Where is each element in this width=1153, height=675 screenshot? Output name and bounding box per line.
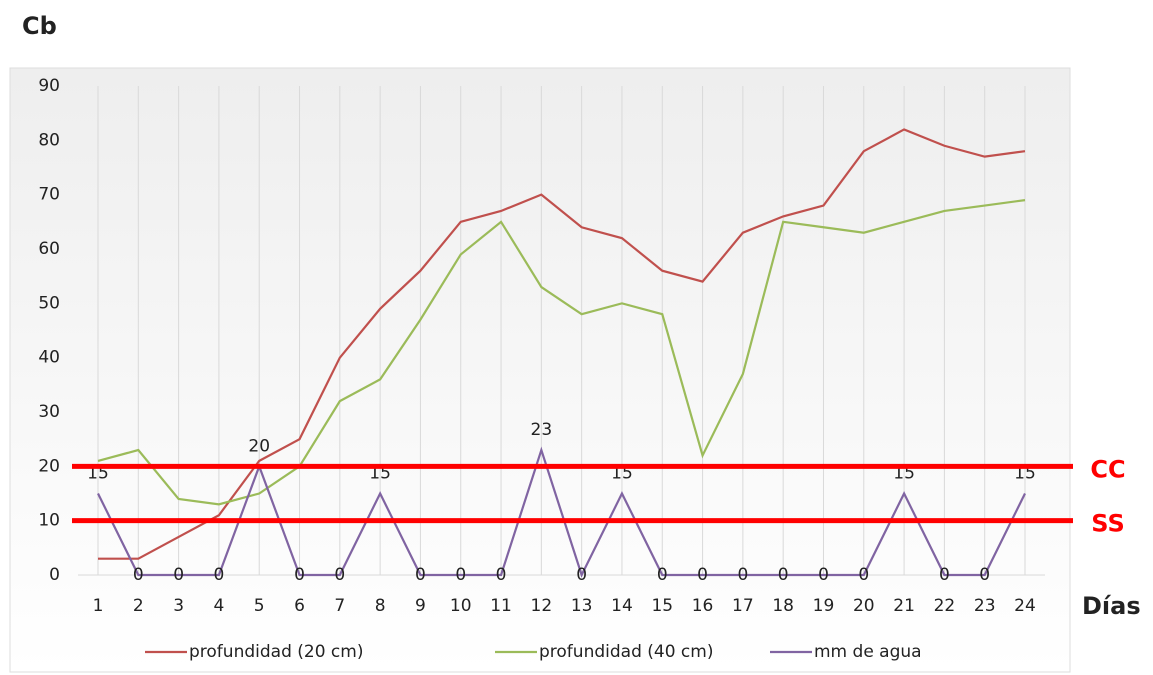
data-label: 0 (657, 565, 668, 585)
data-label: 0 (979, 565, 990, 585)
y-axis-label: Cb (22, 12, 57, 40)
x-tick-label: 5 (254, 596, 265, 616)
series-line (97, 199, 1026, 506)
x-tick-label: 24 (1014, 596, 1036, 616)
x-tick-label: 15 (651, 596, 673, 616)
y-tick-label: 90 (38, 76, 60, 96)
data-label: 0 (415, 565, 426, 585)
data-label: 0 (737, 565, 748, 585)
x-tick-label: 3 (173, 596, 184, 616)
data-label: 0 (496, 565, 507, 585)
x-tick-label: 4 (213, 596, 224, 616)
data-label: 0 (213, 565, 224, 585)
x-tick-label: 22 (934, 596, 956, 616)
series-line (98, 128, 1026, 560)
reference-label: CC (1090, 455, 1125, 483)
legend-label: profundidad (20 cm) (189, 642, 363, 662)
series-line (97, 446, 1026, 578)
data-label: 0 (173, 565, 184, 585)
x-tick-label: 2 (133, 596, 144, 616)
data-label: 0 (334, 565, 345, 585)
data-label: 0 (939, 565, 950, 585)
x-tick-label: 23 (974, 596, 996, 616)
x-tick-label: 1 (93, 596, 104, 616)
plot-area (9, 67, 1071, 673)
data-label: 0 (294, 565, 305, 585)
x-tick-label: 17 (732, 596, 754, 616)
data-label: 0 (818, 565, 829, 585)
data-label: 0 (455, 565, 466, 585)
x-tick-label: 14 (611, 596, 633, 616)
y-tick-label: 70 (38, 185, 60, 205)
x-axis-label: Días (1082, 592, 1141, 620)
y-tick-label: 50 (38, 293, 60, 313)
x-tick-label: 16 (692, 596, 714, 616)
y-tick-label: 30 (38, 402, 60, 422)
x-tick-label: 10 (450, 596, 472, 616)
x-tick-label: 20 (853, 596, 875, 616)
x-tick-label: 13 (571, 596, 593, 616)
x-tick-label: 9 (415, 596, 426, 616)
x-tick-label: 21 (893, 596, 915, 616)
data-label: 0 (858, 565, 869, 585)
y-tick-label: 20 (38, 456, 60, 476)
data-label: 0 (778, 565, 789, 585)
y-tick-label: 80 (38, 130, 60, 150)
data-label: 0 (697, 565, 708, 585)
data-label: 23 (531, 420, 553, 440)
legend-label: mm de agua (814, 642, 922, 662)
x-tick-label: 11 (490, 596, 512, 616)
data-label: 0 (133, 565, 144, 585)
reference-label: SS (1091, 510, 1125, 538)
y-tick-label: 10 (38, 511, 60, 531)
data-label: 0 (576, 565, 587, 585)
data-label: 20 (248, 436, 270, 456)
y-tick-label: 60 (38, 239, 60, 259)
legend-label: profundidad (40 cm) (539, 642, 713, 662)
x-tick-label: 19 (813, 596, 835, 616)
x-tick-label: 6 (294, 596, 305, 616)
x-tick-label: 7 (334, 596, 345, 616)
y-tick-label: 0 (49, 565, 60, 585)
x-tick-label: 18 (772, 596, 794, 616)
x-tick-label: 8 (375, 596, 386, 616)
y-tick-label: 40 (38, 348, 60, 368)
x-tick-label: 12 (531, 596, 553, 616)
